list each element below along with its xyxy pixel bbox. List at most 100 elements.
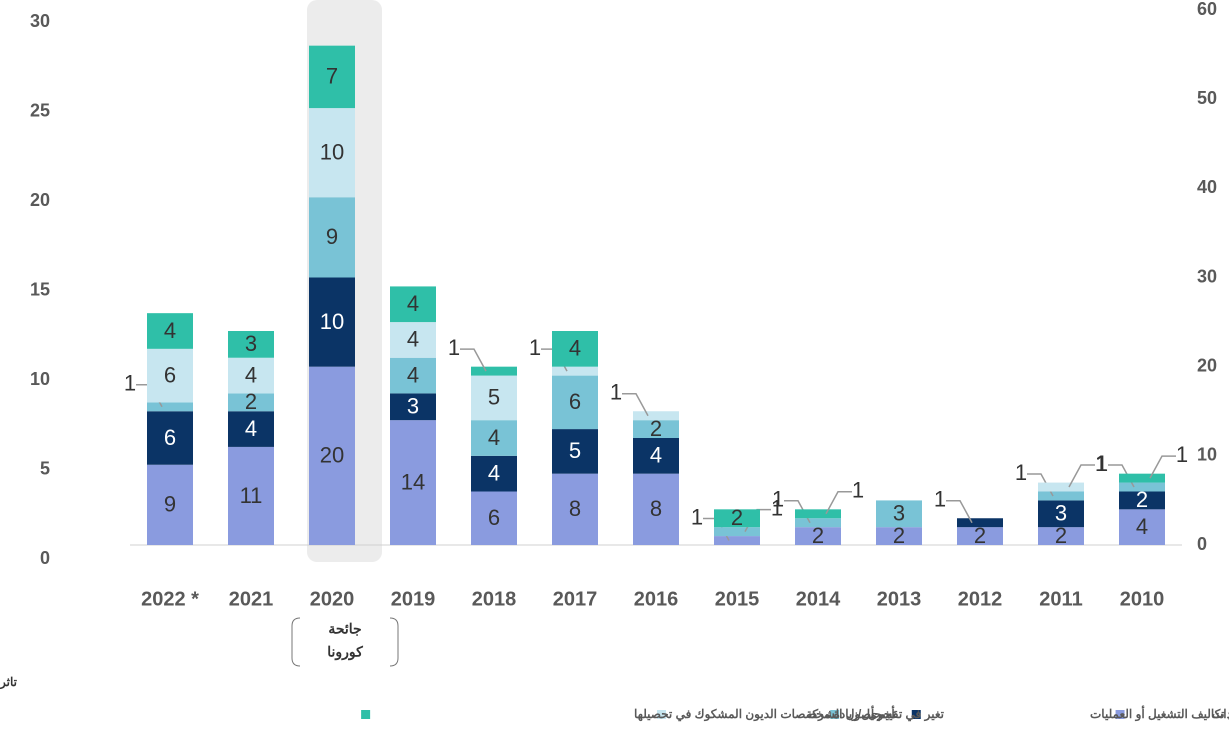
data-label: 1 xyxy=(772,487,784,512)
bar-segment xyxy=(147,411,193,465)
bar-segment xyxy=(309,45,355,109)
bar-segment xyxy=(1119,491,1165,510)
legend-label: تسجيل/زيادة مخصصات الديون المشكوك في تحص… xyxy=(634,707,897,722)
bar-segment xyxy=(390,357,436,394)
data-label: 2 xyxy=(893,523,905,548)
bar-segment xyxy=(390,420,436,545)
bar-segment xyxy=(1038,482,1084,492)
bar-segment xyxy=(471,455,517,492)
data-label: 4 xyxy=(1136,514,1148,539)
bar-segment xyxy=(795,518,841,528)
legend-swatch xyxy=(911,710,921,719)
y2-tick-label: 60 xyxy=(1197,0,1217,19)
data-label: 8 xyxy=(650,496,662,521)
bar-segment xyxy=(390,286,436,323)
x-tick-label: 2013 xyxy=(877,588,922,610)
data-label: 1 xyxy=(448,335,460,360)
bracket xyxy=(291,617,399,667)
bar-segment xyxy=(1119,473,1165,483)
x-tick-label: 2014 xyxy=(796,588,841,610)
data-label: 4 xyxy=(164,318,176,343)
leader-line xyxy=(946,499,973,524)
y-tick-label: 0 xyxy=(40,548,50,568)
y-tick-label: 10 xyxy=(30,369,50,389)
leader-line xyxy=(622,392,649,417)
y2-tick-label: 50 xyxy=(1197,88,1217,108)
leader-line xyxy=(1149,455,1176,479)
data-label: 4 xyxy=(407,291,419,316)
data-label: 5 xyxy=(569,438,581,463)
y-tick-label: 25 xyxy=(30,100,50,120)
x-tick-label: 2015 xyxy=(715,588,760,610)
data-label: 10 xyxy=(320,139,344,164)
x-tick-label: 2017 xyxy=(553,588,598,610)
y-tick-label: 30 xyxy=(30,11,50,31)
data-label: 2 xyxy=(650,416,662,441)
bar-segment xyxy=(1038,527,1084,545)
leader-line xyxy=(825,491,852,515)
data-label: 6 xyxy=(488,505,500,530)
data-label: 20 xyxy=(320,443,344,468)
bar-segment xyxy=(552,366,598,376)
data-label: 4 xyxy=(245,416,257,441)
data-label: 6 xyxy=(164,425,176,450)
bar-segment xyxy=(795,527,841,545)
bar-segment xyxy=(1119,482,1165,492)
bar-segment xyxy=(309,277,355,367)
x-tick-label: 2022 * xyxy=(141,588,199,610)
data-label: 1 xyxy=(691,504,703,529)
bar-segment xyxy=(147,348,193,403)
bar-segment xyxy=(876,500,922,528)
bar-segment xyxy=(1038,500,1084,528)
leader-line xyxy=(460,348,487,372)
data-label: 3 xyxy=(1055,501,1067,526)
data-label: 1 xyxy=(610,380,622,405)
x-tick-label: 2012 xyxy=(958,588,1003,610)
data-label: 9 xyxy=(164,492,176,517)
data-label: 1 xyxy=(1095,451,1107,476)
y2-tick-label: 10 xyxy=(1197,445,1217,465)
bar-segment xyxy=(390,322,436,358)
bar-segment xyxy=(633,420,679,438)
legend-swatch xyxy=(830,710,840,719)
bar-segment xyxy=(228,446,274,545)
legend-swatch xyxy=(1115,710,1125,719)
bar-segment xyxy=(471,420,517,456)
legend-label: أخرى xyxy=(868,706,895,722)
data-label: 1 xyxy=(771,495,783,520)
x-tick-label: 2019 xyxy=(391,588,436,610)
data-label: 3 xyxy=(245,331,257,356)
data-label: 9 xyxy=(326,224,338,249)
bar-segment xyxy=(795,509,841,519)
leader-line xyxy=(1068,464,1095,488)
data-label: 4 xyxy=(245,362,257,387)
data-label: 5 xyxy=(488,385,500,410)
y2-tick-label: 40 xyxy=(1197,177,1217,197)
x-tick-label: 2011 xyxy=(1039,588,1082,610)
bar-segment xyxy=(714,527,760,537)
data-label: 2 xyxy=(1055,523,1067,548)
y2-tick-label: 20 xyxy=(1197,355,1217,375)
bar-segment xyxy=(147,313,193,349)
data-label: 8 xyxy=(569,496,581,521)
x-tick-label: 2016 xyxy=(634,588,679,610)
bar-segment xyxy=(1038,491,1084,501)
bar-segment xyxy=(633,438,679,474)
data-label: 6 xyxy=(164,362,176,387)
bar-segment xyxy=(552,429,598,474)
data-label: 1 xyxy=(1015,460,1027,485)
data-label: 2 xyxy=(731,505,743,530)
y2-tick-label: 30 xyxy=(1197,266,1217,286)
annotation: جائحة xyxy=(328,621,361,637)
bar-segment xyxy=(147,402,193,412)
data-label: 4 xyxy=(407,362,419,387)
bar-segment xyxy=(228,331,274,358)
legend-label: تغير في تقييم أصول الشركة xyxy=(806,706,945,722)
bar-segment xyxy=(228,357,274,394)
data-label: 2 xyxy=(812,523,824,548)
bar-segment xyxy=(957,518,1003,528)
annotation: تاثر xyxy=(0,675,18,690)
data-label: 1 xyxy=(1176,442,1188,467)
y-tick-label: 15 xyxy=(30,279,50,299)
